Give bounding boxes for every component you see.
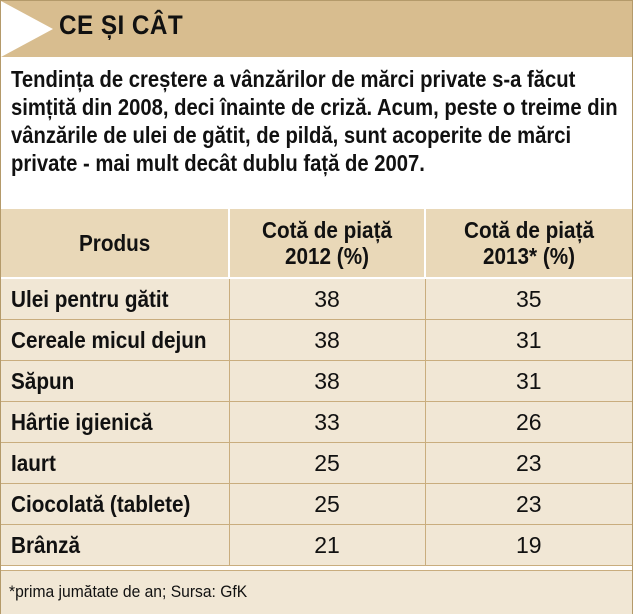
product-cell: Ciocolată (tablete) — [1, 483, 230, 525]
intro-paragraph: Tendința de creștere a vânzărilor de măr… — [11, 65, 623, 177]
share-2012-cell: 25 — [229, 483, 426, 525]
table-row: Cereale micul dejun 38 31 — [1, 319, 632, 361]
arrow-marker-icon — [1, 1, 53, 57]
product-cell: Hârtie igienică — [1, 401, 230, 443]
share-2013-cell: 19 — [425, 524, 632, 566]
product-cell: Iaurt — [1, 442, 230, 484]
footnote-bar: *prima jumătate de an; Sursa: GfK — [1, 570, 632, 614]
product-cell: Săpun — [1, 360, 230, 402]
intro-text: Tendința de creștere a vânzărilor de măr… — [11, 66, 618, 176]
column-header-2013: Cotă de piață 2013* (%) — [425, 209, 632, 279]
table-row: Hârtie igienică 33 26 — [1, 401, 632, 443]
market-share-table: Produs Cotă de piață 2012 (%) Cotă de pi… — [1, 209, 632, 566]
share-2012-cell: 38 — [229, 360, 426, 402]
product-cell: Ulei pentru gătit — [1, 278, 230, 320]
column-header-product: Produs — [1, 209, 230, 279]
share-2012-cell: 38 — [229, 319, 426, 361]
table-row: Brânză 21 19 — [1, 524, 632, 566]
share-2012-cell: 38 — [229, 278, 426, 320]
table-row: Ulei pentru gătit 38 35 — [1, 278, 632, 320]
product-cell: Cereale micul dejun — [1, 319, 230, 361]
header-band: CE ȘI CÂT — [1, 1, 632, 57]
share-2013-cell: 23 — [425, 442, 632, 484]
share-2013-cell: 35 — [425, 278, 632, 320]
table-row: Săpun 38 31 — [1, 360, 632, 402]
table-row: Ciocolată (tablete) 25 23 — [1, 483, 632, 525]
footnote-text: *prima jumătate de an; Sursa: GfK — [9, 582, 248, 601]
share-2013-cell: 23 — [425, 483, 632, 525]
share-2013-cell: 31 — [425, 319, 632, 361]
box-title: CE ȘI CÂT — [59, 10, 184, 40]
table-row: Iaurt 25 23 — [1, 442, 632, 484]
share-2012-cell: 21 — [229, 524, 426, 566]
share-2013-cell: 26 — [425, 401, 632, 443]
share-2012-cell: 25 — [229, 442, 426, 484]
table-header-row: Produs Cotă de piață 2012 (%) Cotă de pi… — [1, 209, 632, 279]
share-2012-cell: 33 — [229, 401, 426, 443]
share-2013-cell: 31 — [425, 360, 632, 402]
column-header-2012: Cotă de piață 2012 (%) — [229, 209, 426, 279]
product-cell: Brânză — [1, 524, 230, 566]
